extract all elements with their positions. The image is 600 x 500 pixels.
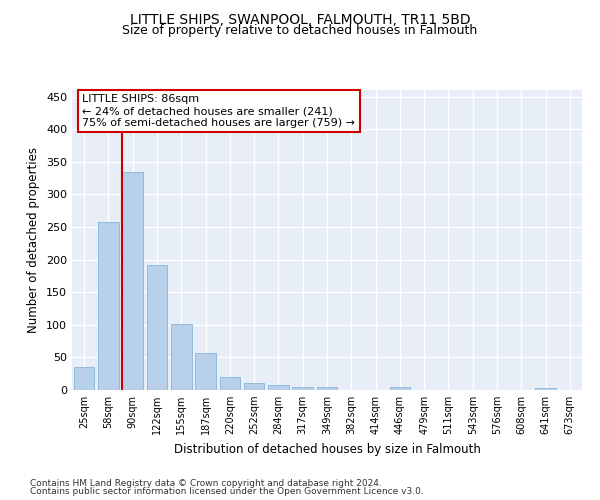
Y-axis label: Number of detached properties: Number of detached properties — [28, 147, 40, 333]
Text: Contains HM Land Registry data © Crown copyright and database right 2024.: Contains HM Land Registry data © Crown c… — [30, 478, 382, 488]
X-axis label: Distribution of detached houses by size in Falmouth: Distribution of detached houses by size … — [173, 442, 481, 456]
Bar — [292, 386, 313, 390]
Bar — [317, 388, 337, 390]
Text: Size of property relative to detached houses in Falmouth: Size of property relative to detached ho… — [122, 24, 478, 37]
Bar — [171, 324, 191, 390]
Bar — [122, 172, 143, 390]
Bar — [195, 354, 216, 390]
Bar — [244, 383, 265, 390]
Bar — [389, 388, 410, 390]
Text: LITTLE SHIPS, SWANPOOL, FALMOUTH, TR11 5BD: LITTLE SHIPS, SWANPOOL, FALMOUTH, TR11 5… — [130, 12, 470, 26]
Bar — [146, 266, 167, 390]
Text: Contains public sector information licensed under the Open Government Licence v3: Contains public sector information licen… — [30, 487, 424, 496]
Bar — [535, 388, 556, 390]
Bar — [74, 366, 94, 390]
Bar — [268, 386, 289, 390]
Bar — [98, 222, 119, 390]
Text: LITTLE SHIPS: 86sqm
← 24% of detached houses are smaller (241)
75% of semi-detac: LITTLE SHIPS: 86sqm ← 24% of detached ho… — [82, 94, 355, 128]
Bar — [220, 377, 240, 390]
